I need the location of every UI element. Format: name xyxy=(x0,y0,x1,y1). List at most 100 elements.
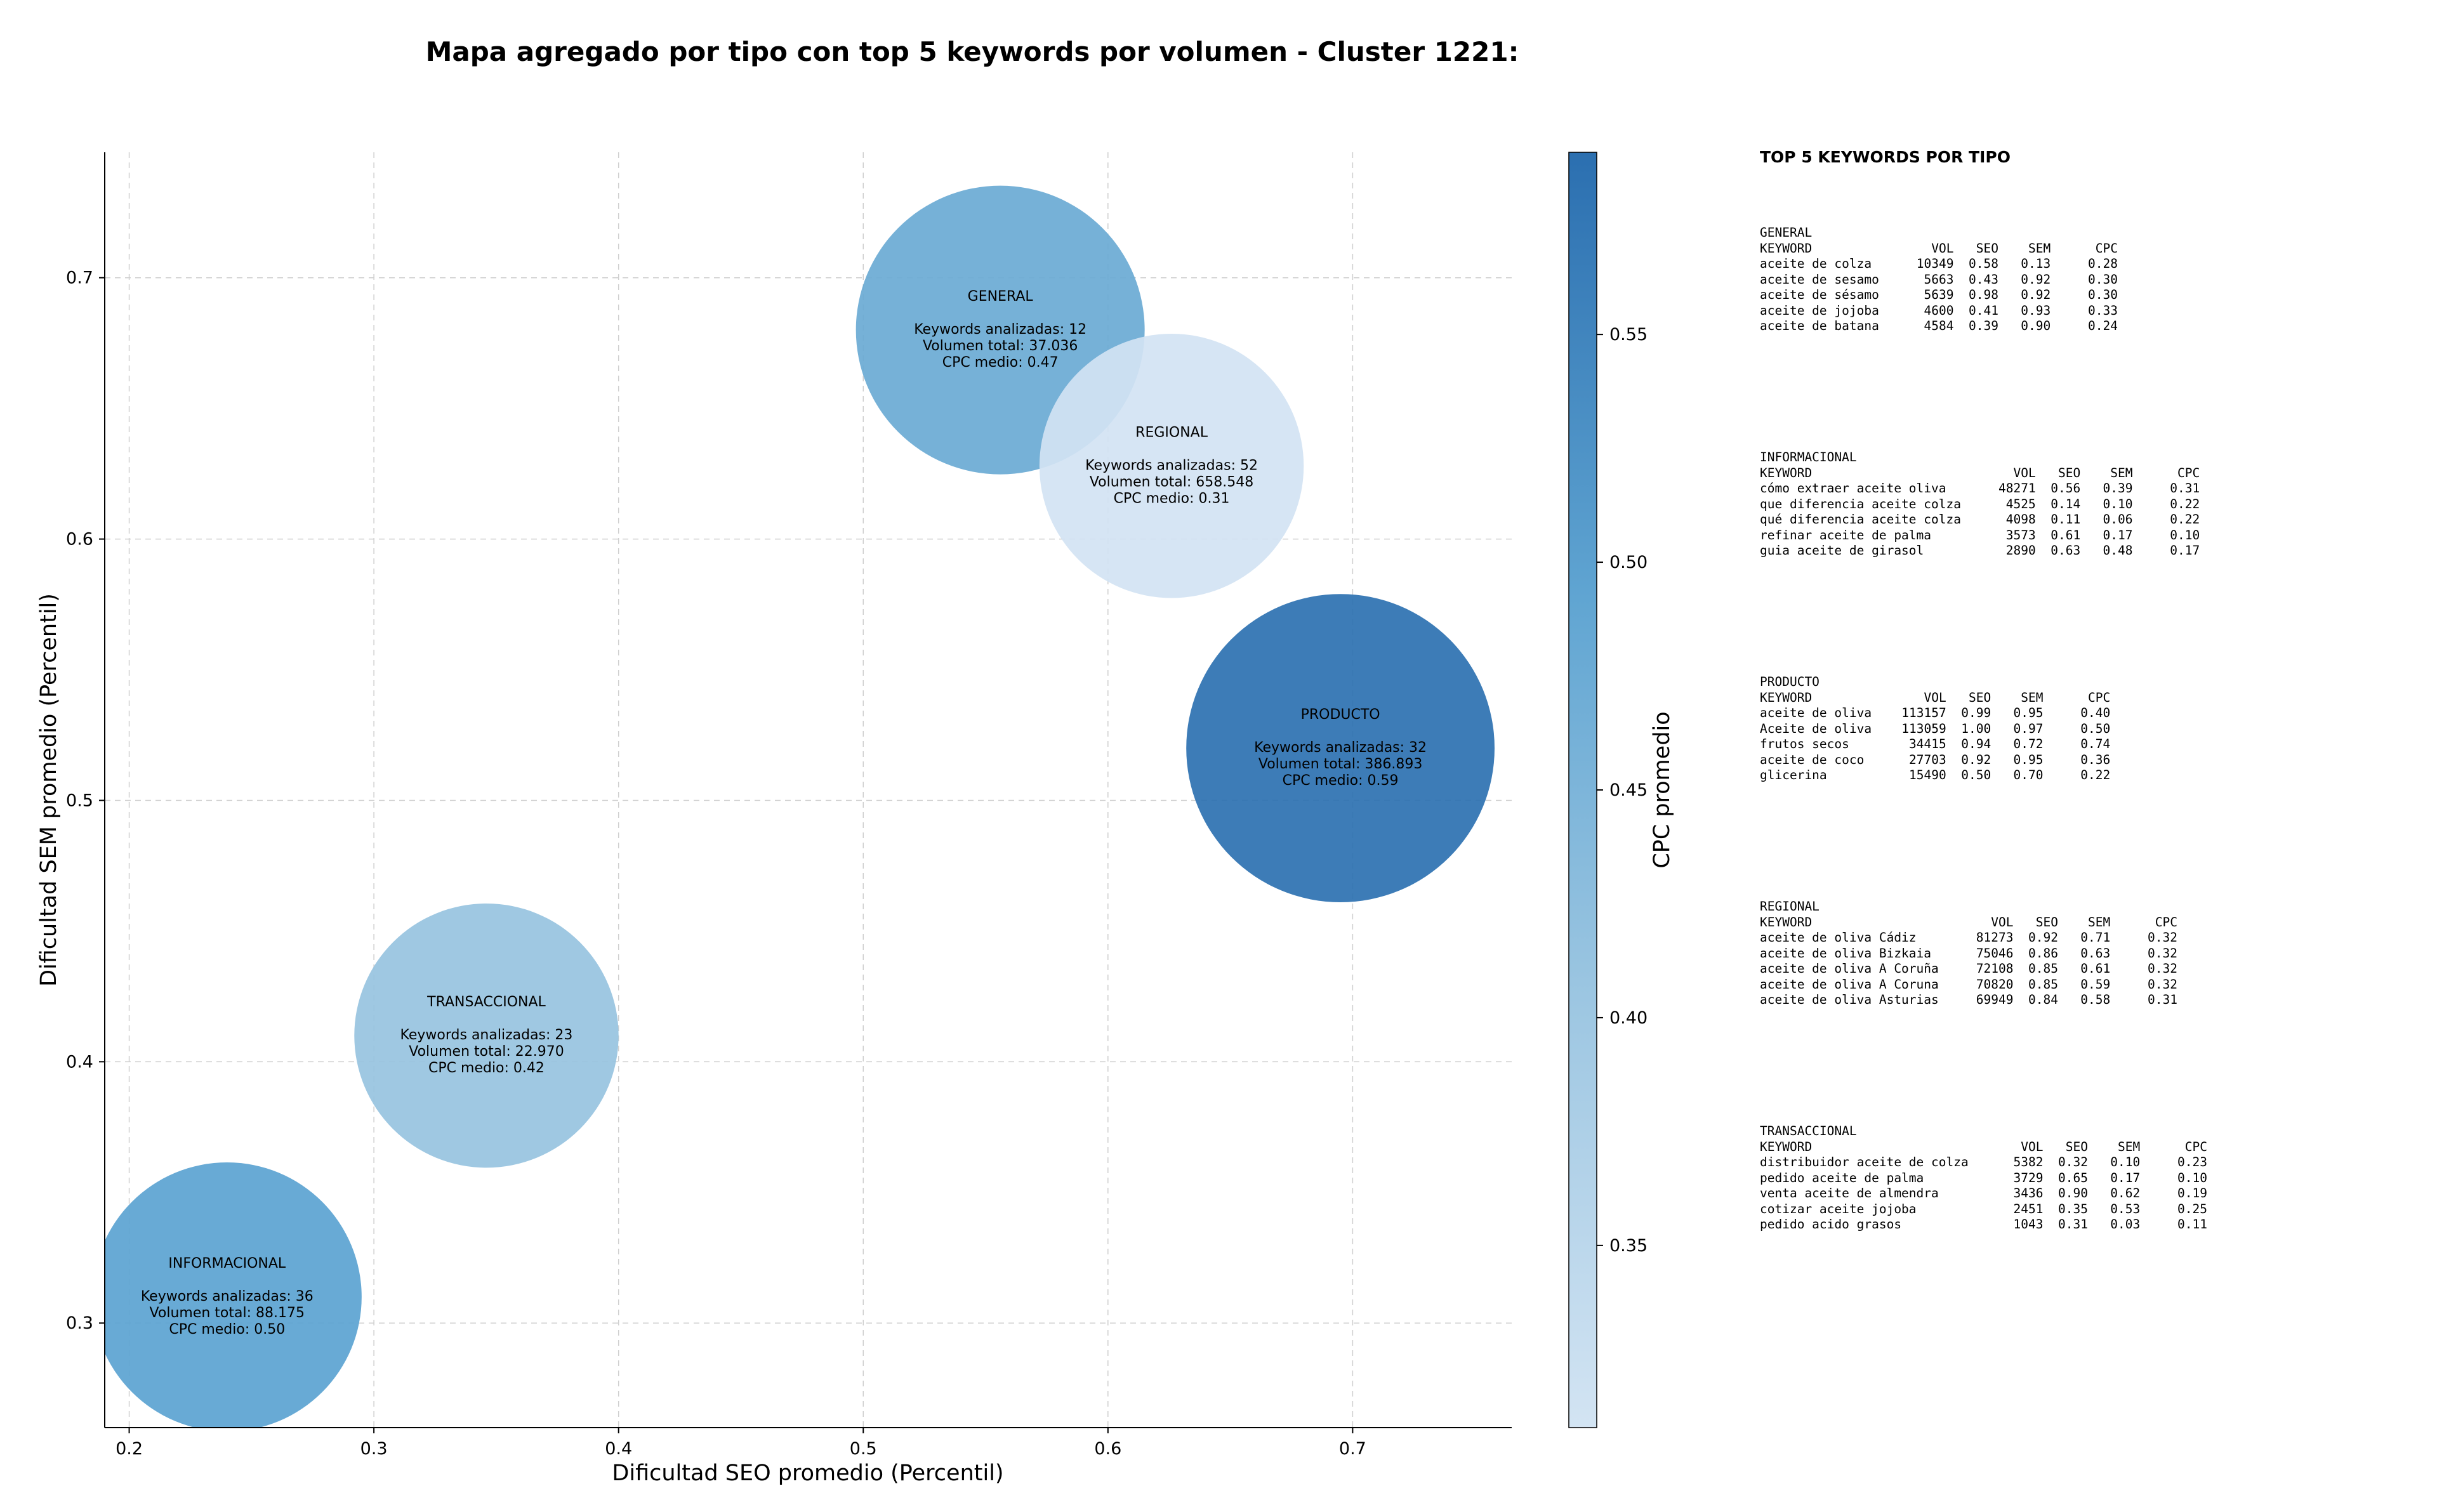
keyword-cell: 0.85 xyxy=(2028,976,2058,992)
keyword-cell: qué diferencia aceite colza xyxy=(1760,512,1961,527)
x-tick-label: 0.2 xyxy=(116,1439,143,1459)
group-name: TRANSACCIONAL xyxy=(1760,1124,1857,1138)
keyword-row: aceite de jojoba 4600 0.41 0.93 0.33 xyxy=(1760,303,2118,319)
keyword-row: aceite de batana 4584 0.39 0.90 0.24 xyxy=(1760,319,2118,334)
bubble-detail: Volumen total: 37.036 xyxy=(923,338,1078,354)
header-row: KEYWORD VOL SEO SEM CPC xyxy=(1760,466,2200,482)
keyword-cell: 0.99 xyxy=(1961,706,1991,720)
keyword-cell: 0.03 xyxy=(2110,1217,2141,1232)
header-cell: CPC xyxy=(2177,465,2200,480)
keyword-cell: 0.30 xyxy=(2088,272,2118,287)
header-cell: SEM xyxy=(2110,465,2133,480)
keyword-row: aceite de oliva Bizkaia 75046 0.86 0.63 0.32 xyxy=(1760,946,2177,962)
keyword-cell: 0.61 xyxy=(2080,961,2111,976)
y-tick-label: 0.5 xyxy=(66,791,93,810)
header-cell: KEYWORD xyxy=(1760,465,1813,480)
header-cell: VOL xyxy=(2021,1139,2044,1154)
header-cell: VOL xyxy=(1924,690,1946,705)
header-cell: SEO xyxy=(2035,914,2058,930)
keyword-row: glicerina 15490 0.50 0.70 0.22 xyxy=(1760,768,2110,784)
bubble-detail: CPC medio: 0.47 xyxy=(942,355,1059,371)
bubble-detail: Keywords analizadas: 36 xyxy=(141,1289,314,1305)
group-name: INFORMACIONAL xyxy=(1760,450,1857,464)
keyword-row: distribuidor aceite de colza 5382 0.32 0.10… xyxy=(1760,1155,2207,1171)
keyword-cell: 3436 xyxy=(2013,1186,2044,1200)
keyword-cell: aceite de oliva Bizkaia xyxy=(1760,945,1932,961)
keyword-cell: 27703 xyxy=(1909,752,1946,767)
keyword-cell: 0.95 xyxy=(2013,706,2044,720)
bubble-producto xyxy=(1186,594,1495,903)
keyword-group-producto: PRODUCTO KEYWORD VOL SEO SEM CPC aceite de oli… xyxy=(1760,674,2110,784)
keyword-cell: 4584 xyxy=(1924,319,1954,333)
keyword-cell: 0.19 xyxy=(2177,1186,2207,1200)
keyword-cell: 70820 xyxy=(1976,976,2014,992)
header-cell: SEM xyxy=(2021,690,2044,705)
keyword-cell: 0.32 xyxy=(2058,1155,2088,1169)
keyword-cell: 0.84 xyxy=(2028,992,2058,1007)
keyword-row: aceite de sésamo 5639 0.98 0.92 0.30 xyxy=(1760,287,2118,303)
keyword-cell: aceite de sésamo xyxy=(1760,287,1879,302)
keyword-cell: 0.92 xyxy=(2021,287,2051,302)
keyword-cell: refinar aceite de palma xyxy=(1760,527,1932,542)
keyword-cell: 0.28 xyxy=(2088,256,2118,271)
keyword-cell: 0.43 xyxy=(1969,272,1998,287)
keyword-cell: 34415 xyxy=(1909,737,1946,751)
y-tick-label: 0.4 xyxy=(66,1052,93,1072)
keyword-cell: que diferencia aceite colza xyxy=(1760,496,1961,511)
chart-title: Mapa agregado por tipo con top 5 keyword… xyxy=(426,36,1519,67)
keyword-cell: aceite de coco xyxy=(1760,752,1865,767)
keyword-cell: aceite de colza xyxy=(1760,256,1872,271)
keyword-cell: aceite de oliva xyxy=(1760,706,1872,720)
bubble-title: GENERAL xyxy=(968,289,1034,305)
keyword-cell: 0.39 xyxy=(1969,319,1998,333)
keyword-cell: 0.39 xyxy=(2103,481,2133,496)
header-cell: CPC xyxy=(2155,914,2177,930)
keyword-cell: 0.94 xyxy=(1961,737,1991,751)
header-cell: KEYWORD xyxy=(1760,914,1813,930)
keyword-cell: 0.93 xyxy=(2021,303,2051,318)
keyword-cell: 0.90 xyxy=(2058,1186,2088,1200)
keyword-row: aceite de oliva A Coruña 72108 0.85 0.61 0.3… xyxy=(1760,961,2177,977)
panel-title: TOP 5 KEYWORDS POR TIPO xyxy=(1760,148,2011,166)
keyword-cell: 75046 xyxy=(1976,945,2014,961)
bubble-transaccional xyxy=(354,903,619,1168)
keyword-cell: 0.70 xyxy=(2013,768,2044,782)
bubble-detail: CPC medio: 0.42 xyxy=(428,1060,545,1076)
x-axis-label: Dificultad SEO promedio (Percentil) xyxy=(612,1461,1003,1486)
x-tick-label: 0.4 xyxy=(605,1439,632,1459)
colorbar-label: CPC promedio xyxy=(1649,711,1675,868)
keyword-cell: 5639 xyxy=(1924,287,1954,302)
keyword-cell: aceite de oliva A Coruña xyxy=(1760,961,1939,976)
keyword-cell: 0.10 xyxy=(2177,1170,2207,1185)
keyword-cell: 0.23 xyxy=(2177,1155,2207,1169)
keyword-row: que diferencia aceite colza 4525 0.14 0.10 0… xyxy=(1760,497,2200,513)
x-tick-label: 0.6 xyxy=(1094,1439,1121,1459)
keyword-cell: 0.24 xyxy=(2088,319,2118,333)
keyword-cell: 0.22 xyxy=(2170,496,2200,511)
header-row: KEYWORD VOL SEO SEM CPC xyxy=(1760,1140,2207,1155)
keyword-cell: 0.14 xyxy=(2051,496,2081,511)
header-cell: CPC xyxy=(2095,240,2118,256)
keyword-cell: 113157 xyxy=(1901,706,1946,720)
keyword-cell: 0.35 xyxy=(2058,1201,2088,1216)
keyword-row: refinar aceite de palma 3573 0.61 0.17 0.10 xyxy=(1760,528,2200,544)
colorbar-tick-label: 0.40 xyxy=(1609,1008,1648,1028)
keyword-cell: 0.92 xyxy=(2028,930,2058,945)
keyword-cell: 0.62 xyxy=(2110,1186,2141,1200)
keyword-cell: cotizar aceite jojoba xyxy=(1760,1201,1917,1216)
bubble-title: REGIONAL xyxy=(1135,424,1208,440)
keyword-cell: aceite de oliva A Coruna xyxy=(1760,976,1939,992)
keyword-row: Aceite de oliva 113059 1.00 0.97 0.50 xyxy=(1760,721,2110,737)
y-tick-label: 0.3 xyxy=(66,1313,93,1333)
bubble-detail: Keywords analizadas: 32 xyxy=(1254,740,1427,756)
keyword-cell: 0.33 xyxy=(2088,303,2118,318)
x-tick-label: 0.7 xyxy=(1339,1439,1366,1459)
keyword-cell: 0.92 xyxy=(2021,272,2051,287)
keyword-cell: 72108 xyxy=(1976,961,2014,976)
keyword-row: pedido aceite de palma 3729 0.65 0.17 0.10 xyxy=(1760,1171,2207,1187)
keyword-cell: 0.50 xyxy=(1961,768,1991,782)
keyword-cell: 0.72 xyxy=(2013,737,2044,751)
header-cell: SEM xyxy=(2028,240,2051,256)
header-row: KEYWORD VOL SEO SEM CPC xyxy=(1760,241,2118,257)
